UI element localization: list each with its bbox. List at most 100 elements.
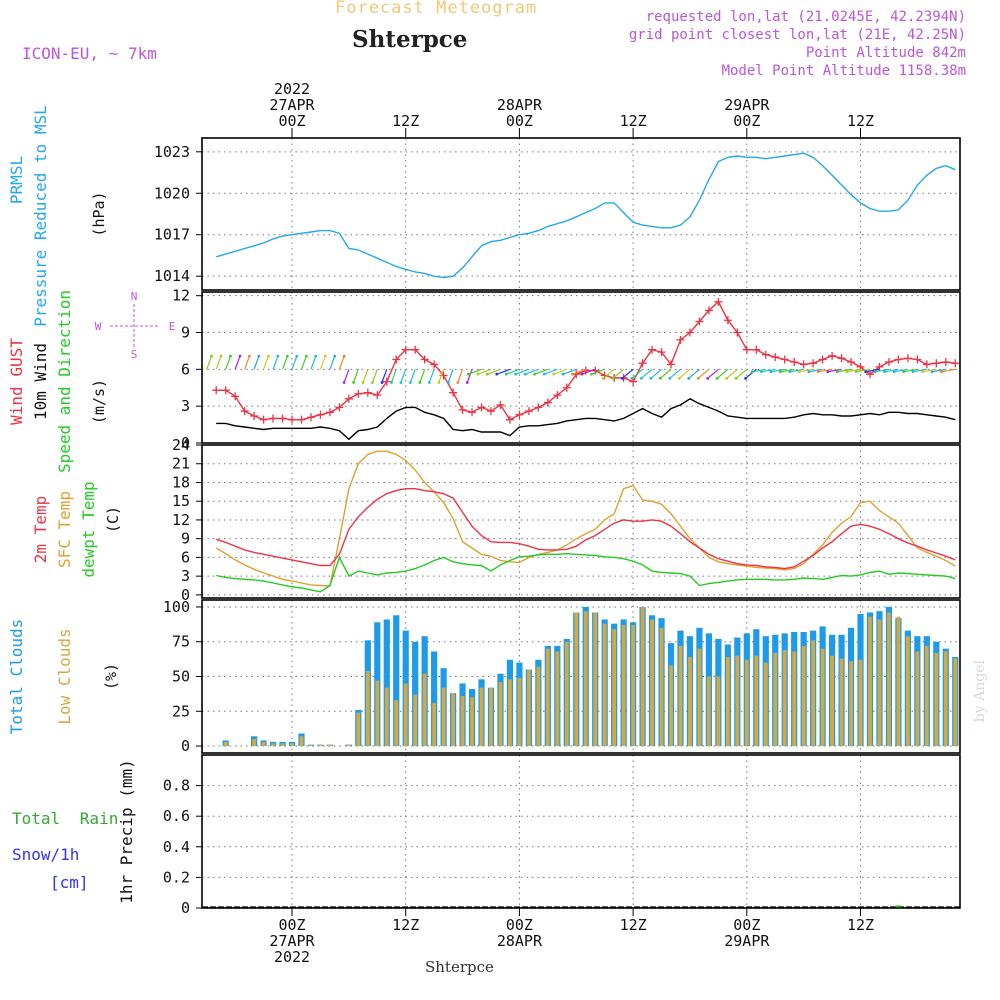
wind-direction-arrow xyxy=(342,369,350,384)
label-sfc-temp: SFC Temp xyxy=(55,491,74,568)
wind-direction-arrow xyxy=(533,368,549,376)
y-tick-label: 21 xyxy=(172,455,190,473)
wind-gust-marker xyxy=(231,392,240,401)
wind-gust-marker xyxy=(648,345,657,354)
low-cloud-bar xyxy=(688,657,692,747)
label-10m-wind: 10m Wind xyxy=(31,343,50,420)
low-cloud-bar xyxy=(735,655,740,747)
wind-direction-arrow xyxy=(561,368,577,376)
product-title: Forecast Meteogram xyxy=(335,0,538,18)
low-cloud-bar xyxy=(650,619,654,747)
wind-direction-arrow xyxy=(352,369,359,384)
wind-gust-marker xyxy=(486,407,495,416)
wind-direction-arrow xyxy=(590,368,605,376)
wind-gust-marker xyxy=(373,391,382,400)
wind-gust-marker xyxy=(922,360,931,369)
wind-direction-arrow xyxy=(788,368,804,374)
low-cloud-bar xyxy=(574,612,579,747)
wind-gust-marker xyxy=(250,411,259,420)
low-cloud-bar xyxy=(252,739,257,747)
wind-direction-arrow xyxy=(427,369,435,384)
wind-gust-marker xyxy=(411,345,420,354)
low-cloud-bar xyxy=(697,648,702,747)
wind-direction-arrow xyxy=(639,368,653,380)
wind-direction-arrow xyxy=(883,368,899,374)
pressure-line xyxy=(216,152,956,279)
low-cloud-bar xyxy=(309,744,313,747)
wind-direction-arrow xyxy=(272,354,280,370)
model-label: ICON-EU, ~ 7km xyxy=(22,44,157,63)
wind-direction-arrow xyxy=(390,369,397,384)
wind-gust-marker xyxy=(761,350,770,359)
wind-direction-arrow xyxy=(826,368,842,374)
wind-gust-marker xyxy=(894,355,903,364)
y-tick-label: 100 xyxy=(163,598,190,616)
wind-direction-arrow xyxy=(807,368,823,374)
wind-direction-arrow xyxy=(902,368,918,374)
footer-location: Shterpce xyxy=(425,958,494,976)
low-cloud-bar xyxy=(612,629,617,747)
wind-gust-marker xyxy=(316,410,325,419)
wind-gust-marker xyxy=(335,403,344,412)
label-total-rain: Total Rain xyxy=(12,809,118,828)
wind-gust-marker xyxy=(524,407,533,416)
wind-gust-marker xyxy=(562,383,571,392)
wind-gust-marker xyxy=(496,400,505,409)
gridpoint-coords: grid point closest lon,lat (21E, 42.25N) xyxy=(628,27,966,43)
wind-gust-marker xyxy=(685,328,694,337)
wind-direction-arrow xyxy=(779,368,795,374)
y-tick-label: 3 xyxy=(181,397,190,415)
low-cloud-bar xyxy=(915,651,920,747)
low-cloud-bar xyxy=(223,741,228,747)
low-cloud-bar xyxy=(602,623,607,747)
x-tick-label-top: 00Z xyxy=(506,112,533,130)
low-cloud-bar xyxy=(375,680,380,747)
y-tick-label: 75 xyxy=(172,633,190,651)
low-cloud-bar xyxy=(773,652,778,747)
wind-gust-marker xyxy=(733,328,742,337)
x-tick-label-bottom: 00Z xyxy=(506,916,533,934)
wind-gust-marker xyxy=(913,355,922,364)
wind-direction-arrow xyxy=(571,368,586,376)
wind-gust-marker xyxy=(468,408,477,417)
low-cloud-bar xyxy=(328,744,332,747)
wind-gust-marker xyxy=(354,389,363,398)
wind-direction-arrow xyxy=(845,368,861,374)
wind-direction-arrow xyxy=(706,368,719,380)
wind-direction-arrow xyxy=(769,368,785,374)
wind-gust-marker xyxy=(847,357,856,366)
low-cloud-bar xyxy=(877,619,882,747)
low-cloud-bar xyxy=(811,640,816,747)
y-tick-label: 1017 xyxy=(154,226,190,244)
wind-gust-marker xyxy=(837,354,846,363)
low-cloud-bar xyxy=(953,658,958,747)
wind-gust-line xyxy=(216,300,956,421)
compass-west: W xyxy=(95,320,102,333)
y-tick-label: 9 xyxy=(181,324,190,342)
y-tick-label: 50 xyxy=(172,668,190,686)
low-cloud-bar xyxy=(640,606,645,747)
wind-direction-arrow xyxy=(408,369,416,384)
wind-direction-arrow xyxy=(281,354,289,370)
wind-gust-marker xyxy=(306,413,315,422)
wind-gust-marker xyxy=(505,415,514,424)
low-cloud-bar xyxy=(583,611,588,747)
x-tick-label-bottom: 28APR xyxy=(497,932,543,950)
y-tick-label: 9 xyxy=(181,530,190,548)
wind-gust-marker xyxy=(325,408,334,417)
label-unit-ms: (m/s) xyxy=(90,379,108,424)
wind-direction-arrow xyxy=(466,368,482,376)
point-altitude: Point Altitude 842m xyxy=(805,45,966,61)
wind-direction-arrow xyxy=(514,368,530,376)
y-tick-label: 0.4 xyxy=(163,838,190,856)
low-cloud-bar xyxy=(470,697,474,747)
low-cloud-bar xyxy=(782,650,787,747)
compass-icon xyxy=(110,304,158,348)
y-tick-label: 12 xyxy=(172,287,190,305)
low-cloud-bar xyxy=(678,645,683,747)
wind-direction-arrow xyxy=(696,368,710,380)
requested-coords: requested lon,lat (21.0245E, 42.2394N) xyxy=(645,9,966,25)
wind-direction-arrow xyxy=(263,354,270,370)
wind-gust-marker xyxy=(780,355,789,364)
wind-gust-marker xyxy=(458,405,467,414)
